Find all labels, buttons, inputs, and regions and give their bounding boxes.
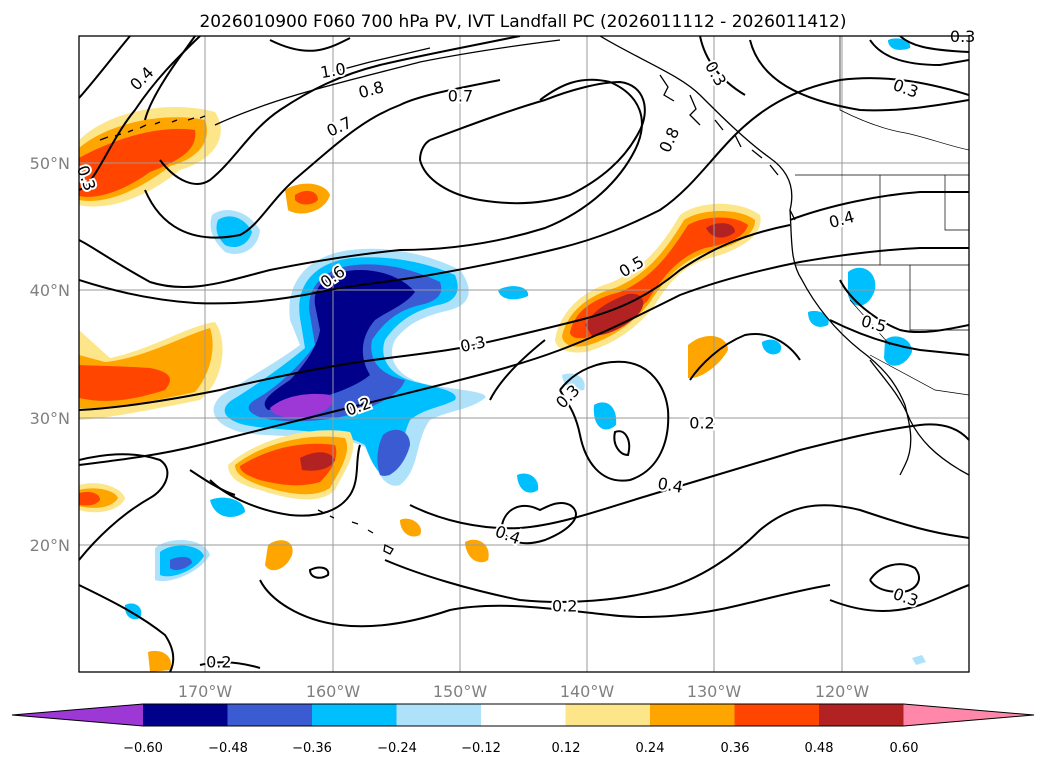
- colorbar-swatch: [396, 704, 482, 726]
- colorbar-tick-label: −0.60: [123, 741, 163, 756]
- lon-tick-label: 130°W: [687, 682, 742, 701]
- colorbar-tick-label: 0.36: [721, 741, 750, 756]
- colorbar-swatch: [312, 704, 397, 726]
- colorbar-tick-label: −0.24: [377, 741, 417, 756]
- colorbar-tick-label: 0.24: [636, 741, 665, 756]
- colorbar-swatch: [481, 704, 566, 726]
- map-frame: [78, 35, 970, 673]
- colorbar-swatch: [227, 704, 313, 726]
- contour-label: 0.4: [656, 474, 684, 497]
- map-panel: 0.4 1.00.8 0.70.70.3 0.30.30.80.30.40.6 0.50…: [30, 25, 978, 701]
- lon-tick-label: 120°W: [815, 682, 870, 701]
- contour-label: 0.2: [206, 653, 231, 672]
- map-background: [79, 36, 969, 672]
- colorbar-swatch: [565, 704, 651, 726]
- lat-tick-label: 40°N: [30, 281, 70, 300]
- colorbar-tick-label: 0.60: [890, 741, 919, 756]
- colorbar-outline: [11, 703, 1035, 727]
- lon-tick-label: 140°W: [560, 682, 615, 701]
- lat-tick-label: 50°N: [30, 154, 70, 173]
- colorbar-swatch: [12, 704, 143, 726]
- longitude-ticks: 170°W 160°W 150°W 140°W 130°W 120°W: [178, 682, 870, 701]
- figure-title: 2026010900 F060 700 hPa PV, IVT Landfall…: [199, 12, 846, 32]
- colorbar: −0.60 −0.48 −0.36 −0.24 −0.12 0.12 0.24 …: [11, 703, 1035, 756]
- lon-tick-label: 150°W: [433, 682, 488, 701]
- colorbar-swatch: [903, 704, 1034, 726]
- colorbar-swatches: [11, 703, 1035, 727]
- contour-label: 0.2: [689, 413, 714, 432]
- latitude-ticks: 20°N 30°N 40°N 50°N: [30, 154, 70, 555]
- lon-tick-label: 160°W: [306, 682, 361, 701]
- contour-label: 0.2: [552, 597, 577, 616]
- colorbar-swatch: [143, 704, 228, 726]
- shaded-field: [79, 38, 926, 672]
- lat-tick-label: 30°N: [30, 409, 70, 428]
- colorbar-tick-label: 0.48: [805, 741, 834, 756]
- colorbar-tick-label: −0.36: [292, 741, 332, 756]
- colorbar-tick-label: −0.48: [208, 741, 248, 756]
- lon-tick-label: 170°W: [178, 682, 233, 701]
- lat-tick-label: 20°N: [30, 536, 70, 555]
- contour-label: 0.7: [448, 87, 473, 106]
- colorbar-swatch: [650, 704, 735, 726]
- colorbar-tick-label: −0.12: [461, 741, 501, 756]
- colorbar-swatch: [734, 704, 820, 726]
- contours: [79, 36, 969, 672]
- colorbar-swatch: [819, 704, 904, 726]
- colorbar-tick-labels: −0.60 −0.48 −0.36 −0.24 −0.12 0.12 0.24 …: [123, 741, 918, 756]
- colorbar-tick-label: 0.12: [552, 741, 581, 756]
